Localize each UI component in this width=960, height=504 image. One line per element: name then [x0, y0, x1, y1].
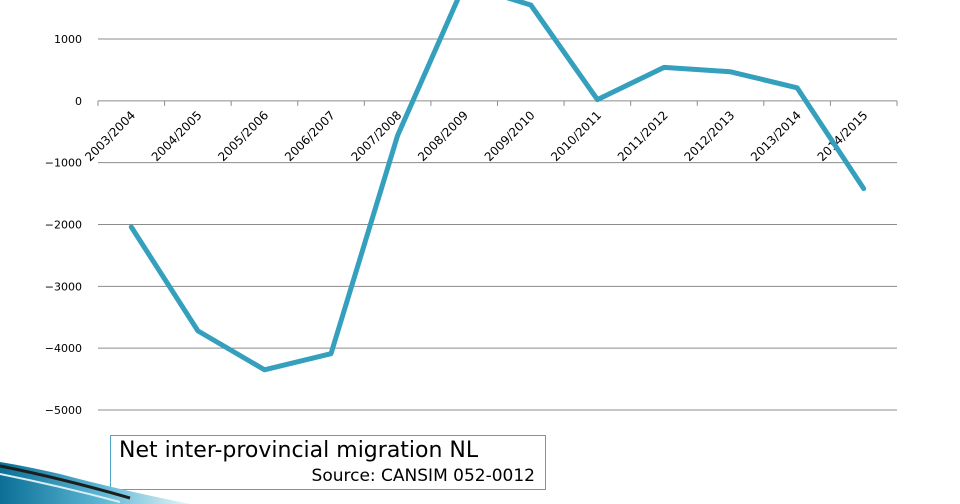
chart-source-note: Source: CANSIM 052-0012 [311, 466, 535, 486]
y-tick-label: −2000 [45, 219, 82, 232]
chart-caption-box: Net inter-provincial migration NL Source… [110, 435, 546, 490]
x-category-label: 2006/2007 [282, 108, 338, 164]
x-category-label: 2009/2010 [482, 108, 538, 164]
decorative-corner-swoosh [0, 462, 190, 504]
y-tick-label: 0 [75, 95, 82, 108]
y-tick-label: −3000 [45, 280, 82, 293]
x-axis-ticks [97, 100, 898, 106]
series-layer [128, 0, 867, 373]
x-category-label: 2003/2004 [82, 108, 138, 164]
x-category-label: 2010/2011 [548, 108, 604, 164]
x-category-label: 2004/2005 [149, 108, 205, 164]
x-category-label: 2008/2009 [415, 108, 471, 164]
y-tick-label: −4000 [45, 342, 82, 355]
x-axis-category-labels: 2003/2004 2004/2005 2005/2006 2006/2007 2007… [82, 108, 870, 164]
series-line [128, 0, 867, 373]
x-category-label: 2012/2013 [681, 108, 737, 164]
chart-title: Net inter-provincial migration NL [119, 438, 479, 463]
y-axis-tick-labels: 1000 0 −1000 −2000 −3000 −4000 −5000 [45, 33, 82, 417]
y-tick-label: 1000 [54, 33, 82, 46]
x-category-label: 2005/2006 [215, 108, 271, 164]
gridlines [98, 38, 897, 411]
y-tick-label: −1000 [45, 157, 82, 170]
x-category-label: 2011/2012 [615, 108, 671, 164]
y-tick-label: −5000 [45, 404, 82, 417]
x-category-label: 2013/2014 [748, 108, 804, 164]
